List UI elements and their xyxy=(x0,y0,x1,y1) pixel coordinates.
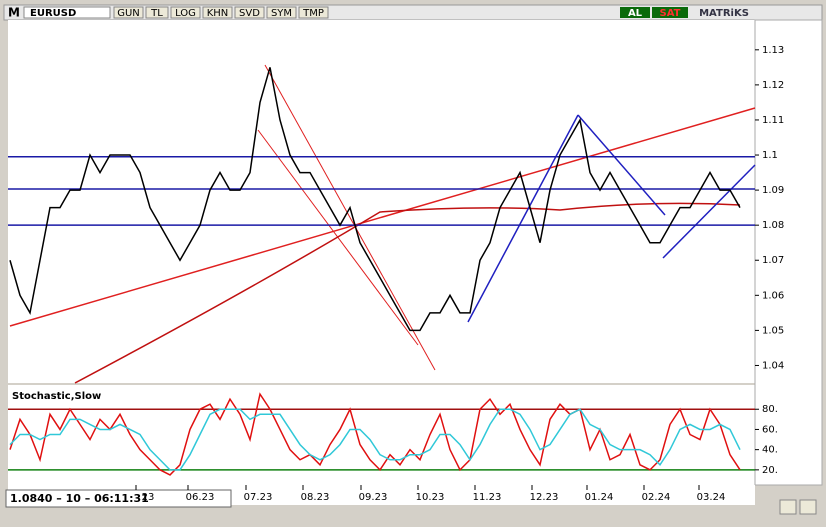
y-tick-label: 60. xyxy=(762,424,778,435)
x-tick-label: 06.23 xyxy=(186,492,215,503)
y-tick-label: 1.12 xyxy=(762,80,784,91)
toolbar-button-label: SVD xyxy=(239,8,260,19)
toolbar-button-label: KHN xyxy=(207,8,229,19)
trend-line xyxy=(9,107,756,327)
logo: M xyxy=(8,6,20,20)
trend-line xyxy=(467,114,579,323)
x-tick-label: 08.23 xyxy=(301,492,330,503)
series-line xyxy=(9,392,741,476)
toolbar-button-label: SYM xyxy=(271,8,292,19)
x-tick-label: 07.23 xyxy=(244,492,273,503)
x-tick-label: 11.23 xyxy=(473,492,502,503)
x-tick-label: 10.23 xyxy=(416,492,445,503)
refresh-button[interactable] xyxy=(779,499,797,515)
trend-line xyxy=(577,114,666,216)
y-axis-area xyxy=(754,19,823,486)
toolbar-button[interactable] xyxy=(170,6,201,19)
indicator-title: Stochastic,Slow xyxy=(12,391,101,402)
buy-label: AL xyxy=(628,8,643,19)
toolbar-button-label: TMP xyxy=(302,8,324,19)
y-tick-label: 1.04 xyxy=(762,360,784,371)
y-tick-label: 1.11 xyxy=(762,115,784,126)
toolbar-button[interactable] xyxy=(145,6,169,19)
y-tick-label: 1.08 xyxy=(762,220,784,231)
price-plot xyxy=(8,20,755,383)
x-tick-label: 23 xyxy=(142,492,155,503)
toolbar-button[interactable] xyxy=(266,6,297,19)
status: 1.0840 – 10 – 06:11:31 xyxy=(10,492,149,505)
toolbar-button[interactable] xyxy=(298,6,329,19)
symbol-box[interactable] xyxy=(23,6,111,19)
y-tick-label: 1.07 xyxy=(762,255,784,266)
x-tick-label: 01.24 xyxy=(585,492,614,503)
moving-average xyxy=(74,202,741,384)
symbol: EURUSD xyxy=(30,8,76,19)
y-tick-label: 1.09 xyxy=(762,185,784,196)
toolbar-button[interactable] xyxy=(202,6,233,19)
sell-label: SAT xyxy=(660,8,681,19)
channel-line xyxy=(264,64,436,371)
x-tick-label: 12.23 xyxy=(530,492,559,503)
y-tick-label: 80. xyxy=(762,404,778,415)
settings-button[interactable] xyxy=(799,499,817,515)
y-tick-label: 1.06 xyxy=(762,290,784,301)
y-tick-label: 1.1 xyxy=(762,150,778,161)
y-tick-label: 1.13 xyxy=(762,45,784,56)
status-box xyxy=(5,489,232,508)
brand: MATRiKS xyxy=(699,8,749,19)
trend-line xyxy=(662,164,756,259)
y-tick-label: 20. xyxy=(762,465,778,476)
toolbar-button-label: TL xyxy=(150,8,163,19)
y-tick-label: 40. xyxy=(762,445,778,456)
buy-button[interactable] xyxy=(620,7,650,18)
toolbar-button-label: GUN xyxy=(117,8,140,19)
x-tick-label: 03.24 xyxy=(697,492,726,503)
sell-button[interactable] xyxy=(652,7,688,18)
x-tick-label: 02.24 xyxy=(642,492,671,503)
series-line xyxy=(9,67,741,332)
toolbar-button[interactable] xyxy=(234,6,265,19)
y-tick-label: 1.05 xyxy=(762,325,784,336)
toolbar-button[interactable] xyxy=(113,6,144,19)
toolbar-button-label: LOG xyxy=(175,8,196,19)
series-line xyxy=(9,408,741,471)
x-tick-label: 09.23 xyxy=(359,492,388,503)
